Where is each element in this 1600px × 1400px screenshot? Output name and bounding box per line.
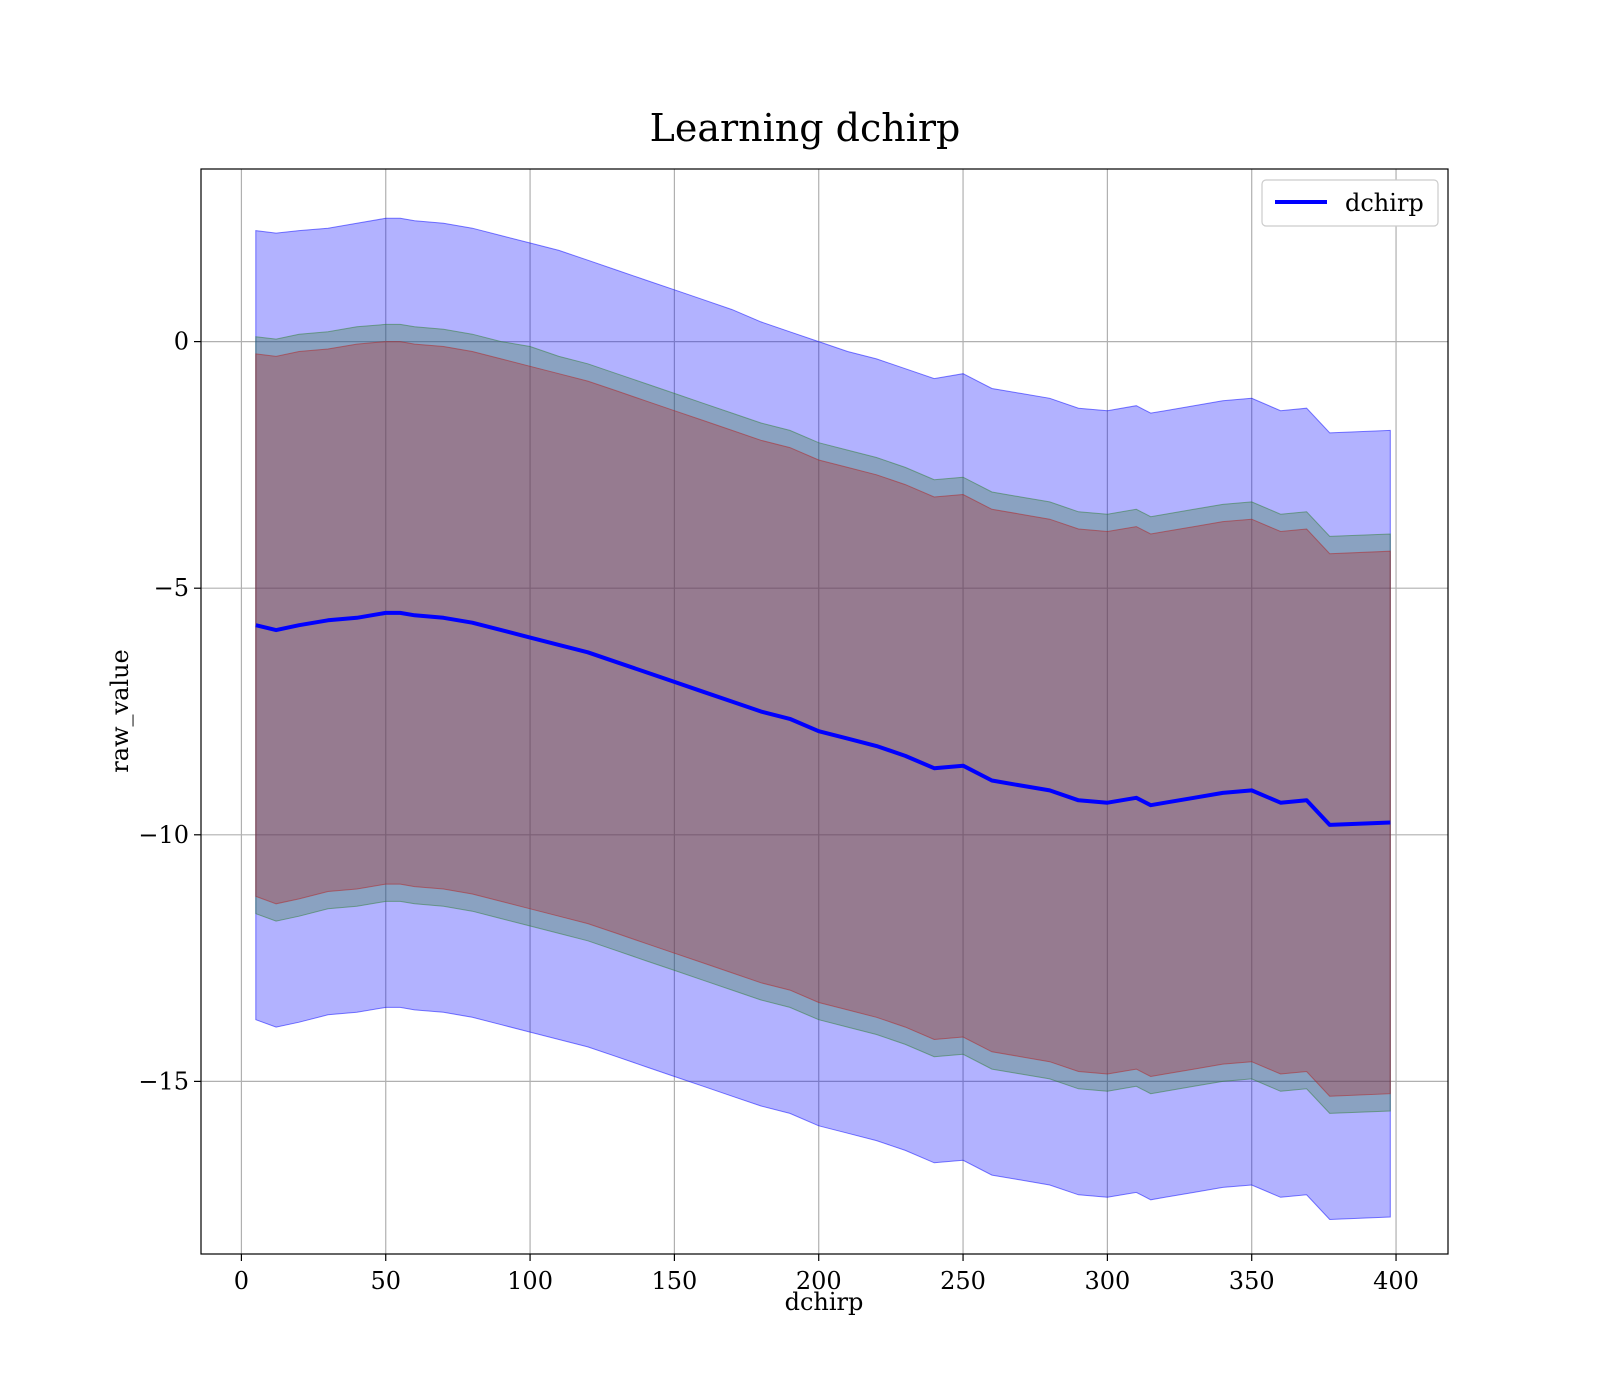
y-tick-label: −10 [138, 821, 189, 849]
confidence-band-2 [255, 323, 1391, 1114]
chart-title: Learning dchirp [650, 106, 961, 150]
x-tick-label: 250 [940, 1267, 986, 1295]
plot-frame [200, 168, 1449, 1255]
x-tick-label: 150 [651, 1267, 697, 1295]
plot-area [200, 168, 1449, 1255]
x-tick-label: 100 [507, 1267, 553, 1295]
series-lines [255, 610, 1391, 827]
plot-background [201, 169, 1448, 1254]
legend-box [1261, 179, 1439, 227]
x-tick-label: 200 [796, 1267, 842, 1295]
confidence-bands [255, 217, 1391, 1221]
x-tick-label: 50 [370, 1267, 401, 1295]
confidence-band-1 [255, 217, 1391, 1221]
x-axis: 0 50 100 150 200 250 300 350 400 [234, 1254, 1419, 1295]
y-axis: 0 −5 −10 −15 [138, 328, 201, 1095]
grid-lines [201, 169, 1448, 1254]
x-tick-label: 350 [1229, 1267, 1275, 1295]
x-tick-label: 300 [1084, 1267, 1130, 1295]
y-tick-label: −15 [138, 1067, 189, 1095]
x-tick-label: 400 [1373, 1267, 1419, 1295]
confidence-band-3 [255, 341, 1391, 1097]
y-axis-label: raw_value [106, 649, 134, 773]
series-line-dchirp [255, 610, 1391, 827]
y-tick-label: 0 [174, 328, 189, 356]
legend: dchirp [1261, 179, 1439, 227]
x-axis-label: dchirp [785, 1288, 864, 1316]
y-tick-label: −5 [154, 574, 189, 602]
legend-label-dchirp: dchirp [1345, 189, 1424, 217]
x-tick-label: 0 [234, 1267, 249, 1295]
